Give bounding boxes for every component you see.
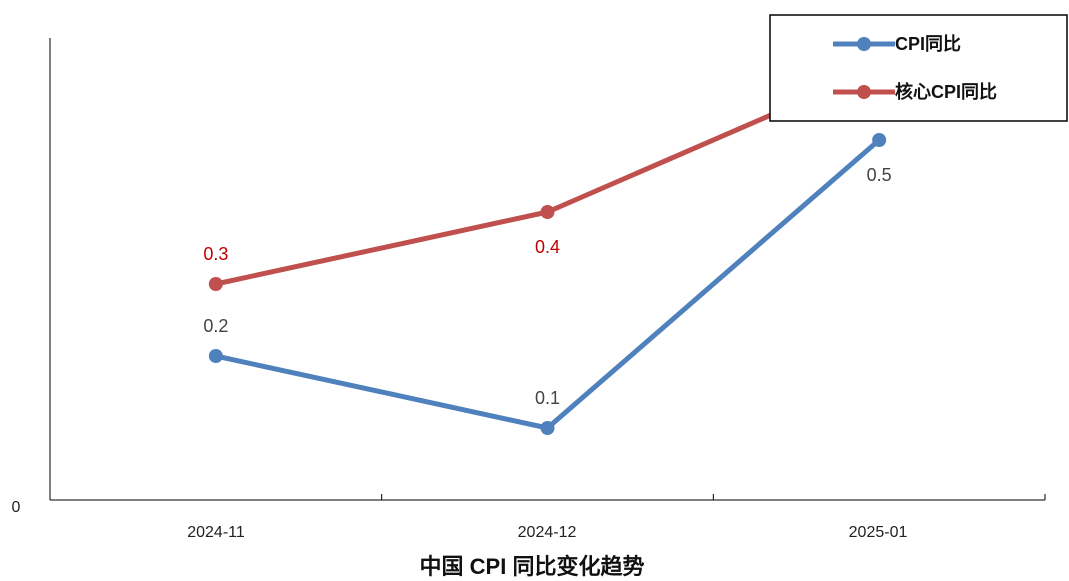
x-axis-labels: 2024-11 2024-12 2025-01 (187, 524, 907, 541)
x-axis-ticks (49, 494, 1046, 500)
data-label: 0.5 (867, 165, 892, 185)
series-cpi: 0.2 0.1 0.5 (203, 133, 892, 435)
data-label: 0.3 (203, 244, 228, 264)
legend-label-core-cpi: 核心CPI同比 (895, 81, 997, 102)
x-tick-label: 2025-01 (849, 524, 908, 541)
series-layer: 0.20.10.50.30.40.6 (203, 61, 892, 435)
legend-box (769, 14, 1068, 122)
chart-title: 中国 CPI 同比变化趋势 (420, 554, 645, 579)
x-tick-label: 2024-12 (518, 524, 577, 541)
legend-label-cpi: CPI同比 (895, 34, 961, 54)
data-point (872, 133, 887, 147)
data-point (208, 349, 223, 363)
data-label: 0.2 (203, 316, 228, 336)
data-point (540, 421, 555, 435)
legend-marker-cpi (857, 37, 871, 51)
series-line (215, 138, 881, 431)
axes: 0 (12, 38, 1046, 516)
x-tick-label: 2024-11 (187, 524, 245, 541)
data-label: 0.4 (535, 237, 560, 257)
data-point (540, 205, 555, 219)
legend-marker-core-cpi (857, 85, 871, 99)
data-point (208, 277, 223, 291)
legend: CPI同比 核心CPI同比 (769, 14, 1068, 122)
data-label: 0.1 (535, 388, 560, 408)
y-tick-label: 0 (12, 499, 21, 516)
